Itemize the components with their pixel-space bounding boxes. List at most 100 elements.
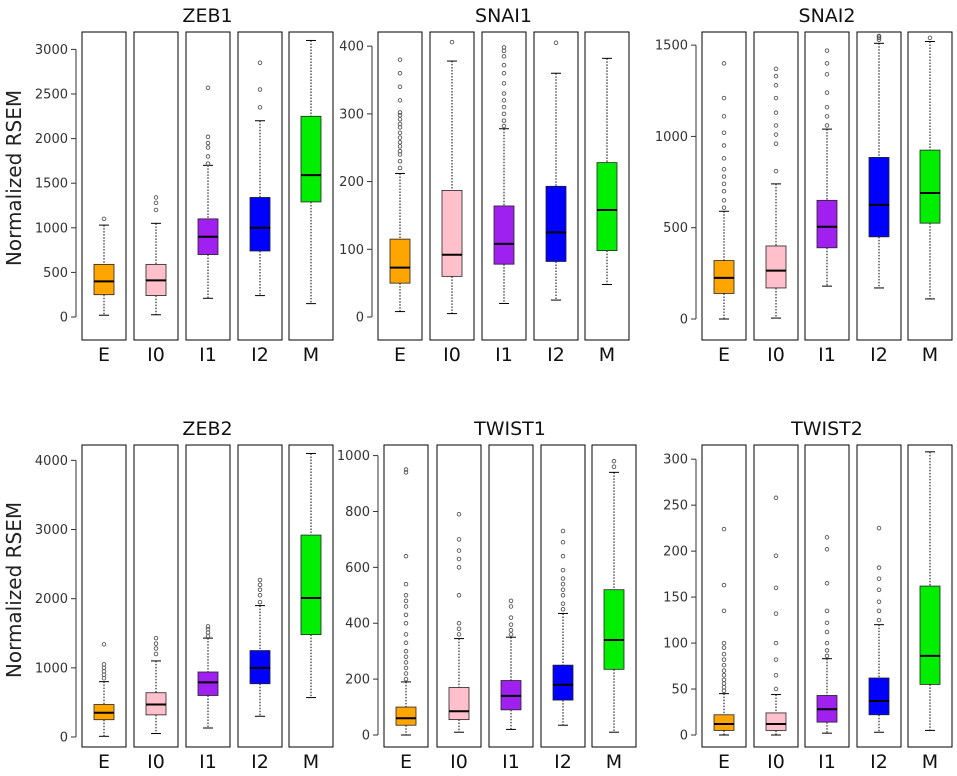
panel-frame [753, 31, 799, 341]
category-label: E [394, 344, 406, 366]
y-tick-label: 400 [339, 40, 364, 55]
panel-frame [185, 31, 231, 341]
outlier-point [205, 134, 211, 140]
outlier-point [773, 66, 779, 72]
panel-frame [383, 444, 429, 748]
outlier-point [773, 686, 779, 692]
panel-zeb1: ZEB1 0 500 1000 1500 2000 2500 3000 E I0 I1 I2 M [35, 5, 334, 366]
outlier-point [824, 104, 830, 110]
outlier-point [773, 553, 779, 558]
y-tick-label: 300 [663, 453, 688, 468]
panel-frame [856, 31, 902, 341]
outlier-point [824, 90, 830, 95]
category-label: M [303, 751, 319, 773]
category-label: E [400, 751, 412, 773]
outlier-point [773, 132, 779, 137]
outlier-point [257, 105, 263, 110]
outlier-point [205, 145, 211, 150]
y-axis-label-top: Normalized RSEM [2, 90, 26, 266]
outlier-point [508, 627, 514, 633]
category-label: I0 [450, 751, 468, 773]
outlier-point [721, 61, 727, 66]
y-tick-label: 2000 [35, 592, 68, 607]
chart-title: TWIST2 [790, 418, 863, 440]
outlier-point [403, 598, 409, 604]
box-i2: I2 [533, 31, 579, 366]
outlier-point [101, 662, 107, 667]
outlier-point [501, 111, 507, 117]
category-label: I1 [199, 344, 217, 366]
outlier-point [501, 62, 507, 68]
outlier-point [257, 599, 263, 605]
box-e: E [81, 444, 127, 773]
iqr-box [300, 534, 322, 636]
outlier-point [403, 593, 409, 598]
outlier-point [501, 70, 507, 76]
category-label: M [922, 344, 938, 366]
box-i0: I0 [753, 444, 799, 773]
chart-title: TWIST1 [473, 418, 546, 440]
y-tick-label: 500 [663, 221, 688, 236]
outlier-point [721, 526, 727, 532]
iqr-box [919, 585, 941, 685]
outlier-point [501, 81, 507, 86]
outlier-point [449, 39, 455, 45]
iqr-box [596, 162, 618, 252]
category-label: I0 [147, 344, 165, 366]
chart-title: ZEB2 [182, 418, 232, 440]
outlier-point [456, 593, 462, 598]
outlier-point [773, 495, 779, 501]
category-label: I2 [547, 344, 565, 366]
outlier-point [403, 620, 409, 626]
outlier-point [501, 104, 507, 110]
outlier-point [876, 587, 882, 592]
category-label: I2 [554, 751, 572, 773]
iqr-box [919, 149, 941, 224]
box-i1: I1 [488, 444, 534, 773]
outlier-point [153, 641, 159, 646]
outlier-point [721, 95, 727, 101]
category-label: I2 [251, 344, 269, 366]
outlier-point [153, 207, 159, 213]
outlier-point [501, 91, 507, 96]
outlier-point [824, 620, 830, 626]
outlier-point [403, 648, 409, 654]
category-label: I2 [870, 344, 888, 366]
chart-title: SNAI1 [475, 5, 532, 27]
outlier-point [456, 565, 462, 570]
iqr-box [493, 205, 515, 265]
outlier-point [824, 123, 830, 128]
box-i0: I0 [753, 31, 799, 366]
outlier-point [721, 198, 727, 203]
y-tick-label: 100 [339, 243, 364, 258]
y-tick-label: 0 [60, 731, 68, 746]
chart-title: SNAI2 [799, 5, 856, 27]
outlier-point [397, 159, 403, 164]
box-m: M [907, 444, 953, 773]
y-tick-label: 800 [345, 505, 370, 520]
outlier-point [824, 114, 830, 119]
category-label: I1 [818, 751, 836, 773]
y-tick-label: 0 [60, 311, 68, 326]
iqr-box [868, 157, 890, 238]
outlier-point [876, 599, 882, 604]
outlier-point [721, 114, 727, 119]
outlier-point [403, 660, 409, 665]
outlier-point [773, 83, 779, 88]
panel-frame [288, 444, 334, 748]
outlier-point [397, 144, 403, 149]
panel-frame [804, 31, 850, 341]
panel-frame [133, 444, 179, 748]
panel-frame [753, 444, 799, 748]
outlier-point [508, 632, 514, 637]
outlier-point [403, 470, 409, 475]
outlier-point [773, 110, 779, 115]
outlier-point [456, 548, 462, 553]
y-tick-label: 100 [663, 637, 688, 652]
iqr-box [441, 189, 463, 277]
panel-frame [481, 31, 527, 341]
outlier-point [721, 167, 727, 172]
outlier-point [153, 195, 159, 200]
